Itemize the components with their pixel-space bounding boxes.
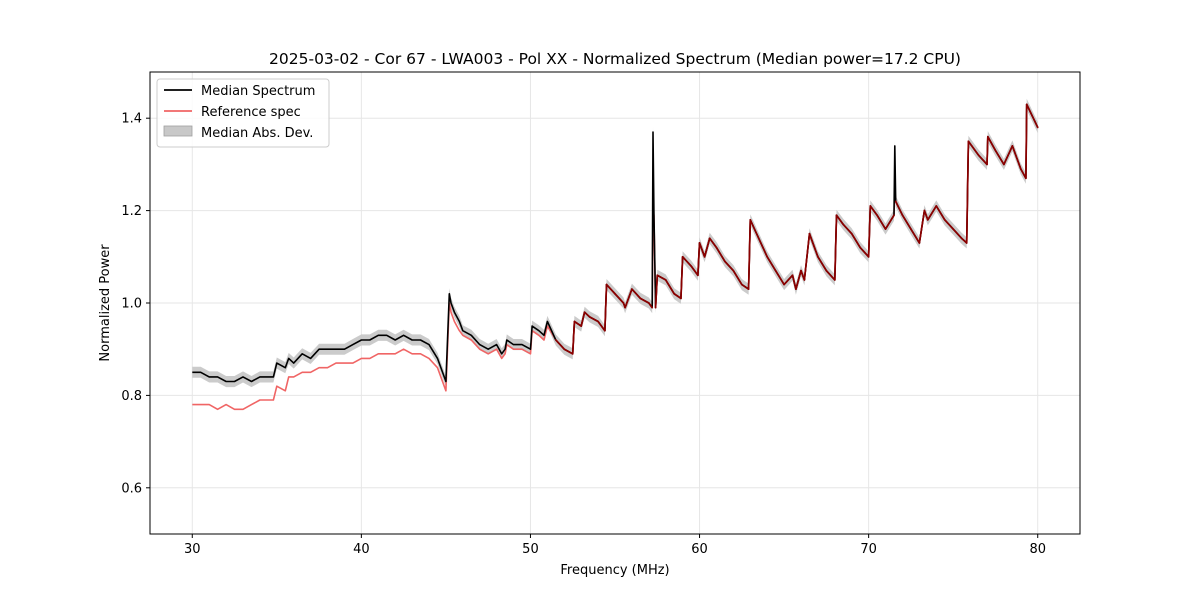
overlap-segment — [803, 232, 811, 281]
overlap-segment — [910, 228, 921, 244]
x-tick-label: 60 — [691, 542, 708, 557]
legend: Median Spectrum Reference spec Median Ab… — [156, 78, 330, 148]
overlap-segment — [654, 274, 659, 309]
overlap-segment — [664, 279, 676, 295]
overlap-segment — [918, 209, 926, 244]
overlap-segment — [647, 302, 654, 309]
legend-mad-label: Median Abs. Dev. — [201, 126, 313, 141]
overlap-segment — [1011, 145, 1022, 170]
y-axis-ticks: 0.6 0.8 1.0 1.2 1.4 — [121, 112, 150, 496]
overlap-segment — [554, 339, 566, 351]
overlap-segment — [967, 140, 980, 157]
overlap-segment — [850, 232, 862, 249]
overlap-segment — [571, 320, 576, 355]
overlap-segment — [833, 214, 838, 281]
overlap-segment — [1025, 103, 1039, 129]
overlap-segment — [766, 255, 777, 272]
overlap-segment — [732, 269, 743, 286]
overlap-segment — [573, 320, 583, 327]
overlap-segment — [923, 209, 929, 221]
overlap-segment — [747, 218, 752, 290]
overlap-segment — [859, 246, 870, 258]
overlap-segment — [673, 292, 682, 300]
overlap-segment — [994, 149, 1005, 166]
overlap-segment — [631, 288, 642, 300]
overlap-segment — [605, 283, 616, 295]
overlap-segment — [757, 237, 769, 258]
y-tick-label: 1.4 — [121, 112, 142, 127]
overlap-segment — [986, 135, 989, 166]
x-tick-label: 40 — [353, 542, 370, 557]
overlap-segment — [869, 205, 878, 217]
overlap-segment — [835, 214, 845, 226]
overlap-segment — [703, 237, 711, 258]
overlap-segment — [808, 232, 816, 249]
overlap-segment — [867, 205, 872, 258]
overlap-segment — [884, 214, 895, 230]
legend-reference-label: Reference spec — [201, 105, 301, 120]
overlap-segment — [681, 255, 692, 267]
overlap-segment — [960, 237, 968, 244]
overlap-segment — [708, 237, 718, 249]
overlap-segment — [876, 214, 887, 230]
overlap-segment — [1019, 168, 1027, 180]
overlap-segment — [894, 200, 904, 217]
overlap-segment — [842, 223, 853, 235]
overlap-segment — [813, 246, 819, 258]
legend-median-label: Median Spectrum — [201, 84, 315, 99]
legend-box — [156, 78, 330, 148]
overlap-segment — [588, 316, 599, 323]
y-tick-label: 1.2 — [121, 204, 142, 219]
x-tick-label: 80 — [1029, 542, 1046, 557]
overlap-segment — [935, 205, 946, 221]
overlap-segment — [624, 288, 633, 309]
x-axis-ticks: 30 40 50 60 70 80 — [184, 534, 1046, 557]
y-axis-label: Normalized Power — [98, 244, 113, 362]
overlap-segment — [977, 154, 988, 166]
x-tick-label: 70 — [860, 542, 877, 557]
overlap-segment — [639, 297, 650, 304]
overlap-segment — [965, 140, 970, 244]
overlap-segment — [791, 274, 797, 290]
overlap-segment — [1025, 103, 1028, 180]
overlap-segment — [614, 292, 625, 304]
overlap-segment — [656, 274, 667, 281]
overlap-segment — [563, 348, 574, 355]
mad-band — [192, 98, 1038, 388]
overlap-segment — [583, 311, 591, 318]
overlap-segment — [690, 265, 699, 277]
overlap-segment — [680, 255, 684, 300]
y-tick-label: 1.0 — [121, 297, 142, 312]
y-tick-label: 0.8 — [121, 389, 142, 404]
overlap-segment — [697, 242, 701, 277]
legend-mad-swatch — [163, 125, 193, 137]
overlap-segment — [774, 269, 785, 286]
overlap-segment — [597, 320, 606, 332]
overlap-segment — [817, 255, 828, 272]
overlap-segment — [952, 228, 963, 240]
overlap-segment — [715, 246, 726, 263]
overlap-segment — [943, 218, 955, 230]
overlap-segment — [926, 205, 938, 221]
overlap-segment — [901, 214, 912, 230]
overlap-segment — [1003, 145, 1014, 166]
x-tick-label: 50 — [522, 542, 539, 557]
overlap-segment — [749, 218, 760, 240]
x-tick-label: 30 — [184, 542, 201, 557]
overlap-segment — [825, 269, 836, 281]
overlap-segment — [604, 283, 608, 332]
overlap-segment — [580, 311, 586, 327]
overlap-segment — [740, 283, 750, 290]
overlap-segment — [986, 135, 997, 152]
chart-title: 2025-03-02 - Cor 67 - LWA003 - Pol XX - … — [269, 50, 961, 68]
x-axis-label: Frequency (MHz) — [560, 563, 669, 578]
overlap-segment — [795, 269, 802, 290]
y-tick-label: 0.6 — [121, 481, 142, 496]
mad-band-layer — [192, 98, 1038, 388]
overlap-layer — [554, 103, 1039, 355]
overlap-segment — [724, 260, 735, 272]
overlap-segment — [783, 274, 794, 286]
overlap-segment — [698, 242, 706, 258]
